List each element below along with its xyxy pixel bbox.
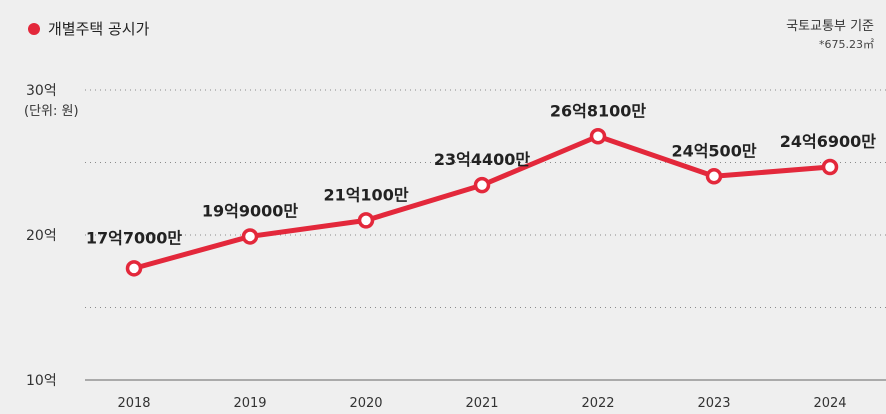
- x-tick-label: 2021: [465, 396, 498, 411]
- x-tick-label: 2019: [233, 396, 266, 411]
- legend: 개별주택 공시가: [28, 18, 149, 39]
- unit-label: (단위: 원): [24, 104, 79, 119]
- data-point: [125, 260, 143, 277]
- y-tick-label: 10억: [26, 373, 57, 389]
- data-label: 23억4400만: [434, 150, 531, 169]
- data-label: 19억9000만: [202, 201, 299, 220]
- x-tick-label: 2022: [581, 396, 614, 411]
- x-tick-label: 2018: [117, 396, 150, 411]
- legend-label: 개별주택 공시가: [48, 20, 150, 38]
- source-line: 국토교통부 기준: [786, 19, 874, 34]
- data-label: 24억500만: [671, 141, 756, 160]
- source-area-note: *675.23㎡: [819, 38, 874, 51]
- source-note: 국토교통부 기준 *675.23㎡: [786, 18, 874, 54]
- data-point: [821, 158, 839, 176]
- data-label: 26억8100만: [550, 101, 647, 120]
- x-tick-label: 2024: [813, 396, 846, 411]
- data-label: 21억100만: [323, 185, 408, 204]
- y-tick-label: 20억: [26, 228, 57, 244]
- y-tick-label: 30억: [26, 83, 57, 99]
- data-point: [473, 176, 491, 194]
- data-label: 24억6900만: [780, 132, 877, 151]
- data-point: [241, 228, 259, 245]
- x-tick-label: 2020: [349, 396, 382, 411]
- data-point: [589, 128, 607, 145]
- x-tick-label: 2023: [697, 396, 730, 411]
- data-label: 17억7000만: [86, 228, 183, 247]
- data-point: [705, 168, 723, 185]
- legend-dot-icon: [28, 22, 40, 35]
- data-point: [357, 212, 375, 229]
